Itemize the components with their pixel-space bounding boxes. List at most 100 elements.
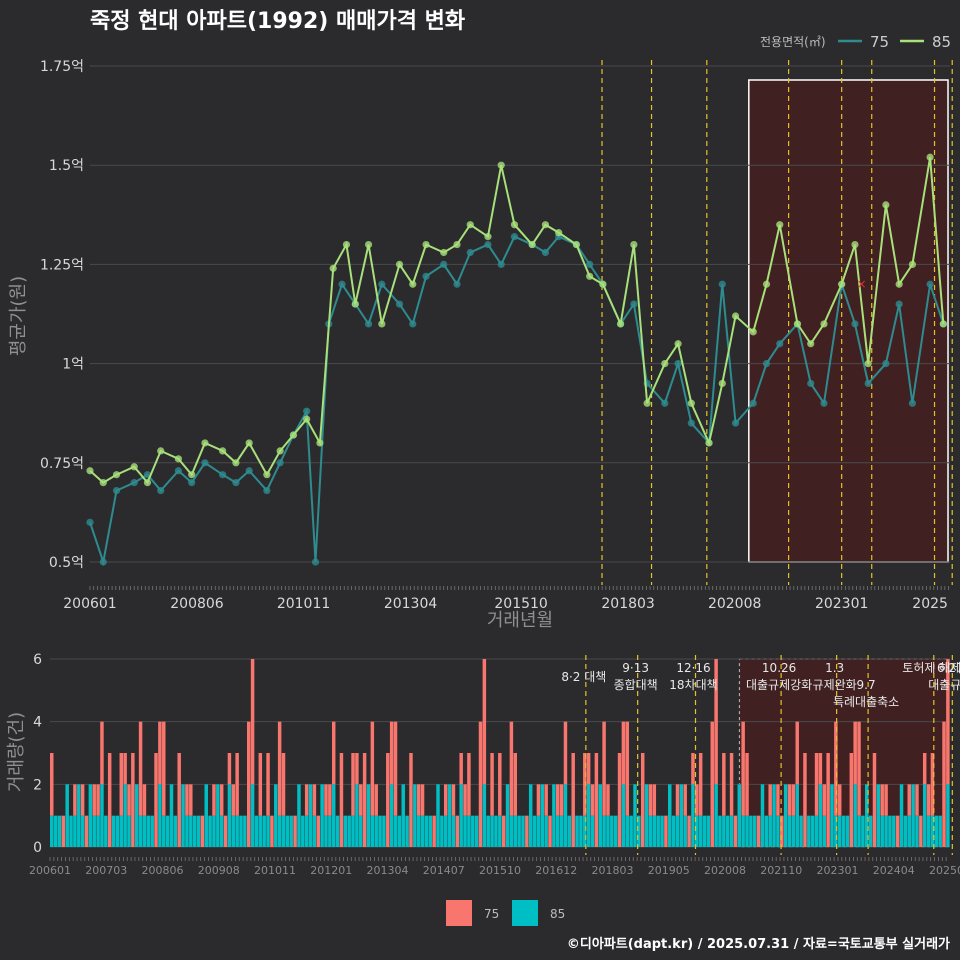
bar-75 xyxy=(154,753,158,847)
bar-75 xyxy=(420,784,425,816)
bar-75 xyxy=(362,753,367,847)
policy-label: 9.7 xyxy=(857,678,876,692)
bar-85 xyxy=(343,815,348,847)
x-tick-label-bottom: 201803 xyxy=(592,864,634,877)
bar-75 xyxy=(818,753,823,785)
x-tick-label-bottom: 201612 xyxy=(535,864,577,877)
data-point-85 xyxy=(497,161,505,169)
bar-85 xyxy=(111,815,116,847)
x-tick-label-bottom: 200601 xyxy=(29,864,71,877)
data-point-85 xyxy=(219,447,227,455)
data-point-85 xyxy=(674,340,682,348)
data-point-85 xyxy=(422,240,430,249)
bar-85 xyxy=(810,815,815,847)
top-legend: 전용면적(㎡) 75 85 xyxy=(760,33,951,51)
bar-85 xyxy=(119,815,124,847)
data-point-85 xyxy=(174,455,183,463)
bar-75 xyxy=(100,721,104,785)
data-point-75 xyxy=(586,260,594,268)
bar-85 xyxy=(378,815,382,847)
bar-85 xyxy=(602,815,606,847)
bar-85 xyxy=(320,784,324,847)
bar-85 xyxy=(440,815,444,847)
bar-75 xyxy=(648,784,653,816)
data-point-85 xyxy=(807,340,815,348)
bar-85 xyxy=(899,784,904,847)
bar-85 xyxy=(146,815,151,847)
bar-85 xyxy=(830,784,834,847)
bar-85 xyxy=(382,815,386,847)
y-tick-label-bottom: 4 xyxy=(33,715,42,731)
legend-label-85: 85 xyxy=(932,33,951,51)
bar-85 xyxy=(888,815,892,847)
data-point-85 xyxy=(143,479,152,487)
legend-title: 전용면적(㎡) xyxy=(760,35,826,49)
bar-75 xyxy=(370,721,375,816)
bar-85 xyxy=(150,815,154,847)
y-tick-label: 1억 xyxy=(62,357,84,373)
policy-label: 특례대출축소 xyxy=(833,695,899,709)
data-point-75 xyxy=(311,558,320,566)
bar-85 xyxy=(644,784,649,847)
bar-85 xyxy=(567,815,572,847)
bar-75 xyxy=(386,753,390,847)
bar-75 xyxy=(355,753,359,785)
bar-75 xyxy=(92,784,96,816)
x-tick-label-bottom: 202301 xyxy=(817,864,859,877)
data-point-75 xyxy=(338,280,346,288)
bar-85 xyxy=(482,784,487,847)
x-tick-label-bottom: 202008 xyxy=(704,864,746,877)
data-point-85 xyxy=(643,399,651,407)
bar-75 xyxy=(393,721,398,816)
bar-75 xyxy=(451,784,456,816)
bar-75 xyxy=(463,784,467,816)
bar-85 xyxy=(370,815,375,847)
bar-85 xyxy=(123,784,127,847)
data-point-85 xyxy=(303,415,311,423)
data-point-75 xyxy=(422,272,430,280)
bar-75 xyxy=(814,753,819,816)
data-point-75 xyxy=(245,467,253,475)
bar-75 xyxy=(177,753,181,847)
bar-85 xyxy=(656,815,660,847)
bar-85 xyxy=(764,815,769,847)
x-tick-label: 201304 xyxy=(384,596,438,612)
bar-75 xyxy=(409,753,413,847)
highlight-region-top xyxy=(748,79,949,563)
bar-85 xyxy=(884,815,888,847)
bar-85 xyxy=(277,815,282,847)
policy-label: 규제완화 xyxy=(813,678,857,692)
bar-85 xyxy=(467,815,471,847)
bar-75 xyxy=(498,753,502,816)
data-point-85 xyxy=(687,399,695,407)
bar-75 xyxy=(780,815,784,847)
policy-label: 1.3 xyxy=(825,661,844,675)
bar-75 xyxy=(583,753,587,816)
bar-85 xyxy=(946,784,950,847)
bar-75 xyxy=(803,753,807,847)
data-point-75 xyxy=(364,320,373,328)
data-point-85 xyxy=(705,439,713,447)
data-point-75 xyxy=(157,486,165,495)
data-point-85 xyxy=(661,360,669,368)
bar-85 xyxy=(498,815,502,847)
x-tick-label-bottom: 201011 xyxy=(254,864,296,877)
bar-85 xyxy=(633,784,637,847)
data-point-85 xyxy=(793,320,802,328)
bar-85 xyxy=(903,815,908,847)
x-axis-label-top: 거래년월 xyxy=(487,610,553,631)
bar-75 xyxy=(822,784,827,816)
data-point-85 xyxy=(201,439,209,447)
bar-75 xyxy=(138,721,143,816)
bar-75 xyxy=(478,721,483,847)
bar-85 xyxy=(451,815,456,847)
bar-75 xyxy=(698,753,703,816)
data-point-75 xyxy=(130,479,138,487)
bar-75 xyxy=(563,721,568,785)
bar-85 xyxy=(297,784,301,847)
bar-75 xyxy=(826,753,830,847)
bar-75 xyxy=(467,753,471,816)
data-point-75 xyxy=(86,518,94,526)
bar-85 xyxy=(416,815,421,847)
bar-85 xyxy=(683,815,687,847)
